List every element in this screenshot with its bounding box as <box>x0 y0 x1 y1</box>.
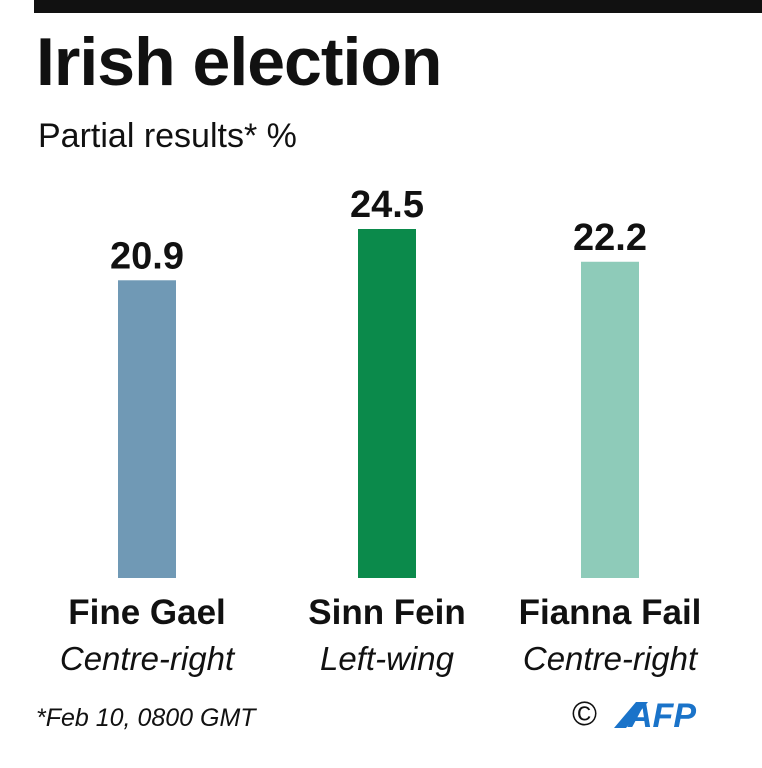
credit: © AFP <box>572 694 732 734</box>
afp-logo-icon: AFP <box>614 698 696 732</box>
value-label-2: 22.2 <box>573 217 647 259</box>
bar-1 <box>358 229 416 578</box>
category-description-2: Centre-right <box>523 640 699 677</box>
category-label-2: Fianna Fail <box>519 593 702 632</box>
category-label-0: Fine Gael <box>68 593 226 632</box>
afp-logo-text: AFP <box>627 698 696 732</box>
chart-subtitle: Partial results* % <box>38 117 297 155</box>
bar-chart: 20.9 Fine Gael Centre-right 24.5 Sinn Fein Le… <box>60 184 702 677</box>
top-rule <box>34 0 762 13</box>
bar-0 <box>118 280 176 578</box>
copyright-symbol: © <box>572 695 598 733</box>
bar-2 <box>581 261 639 578</box>
category-description-1: Left-wing <box>320 640 455 677</box>
value-label-0: 20.9 <box>110 235 184 277</box>
chart-title: Irish election <box>36 24 442 100</box>
category-label-1: Sinn Fein <box>308 593 466 632</box>
footnote: *Feb 10, 0800 GMT <box>36 704 256 732</box>
value-label-1: 24.5 <box>350 184 424 226</box>
category-description-0: Centre-right <box>60 640 236 677</box>
